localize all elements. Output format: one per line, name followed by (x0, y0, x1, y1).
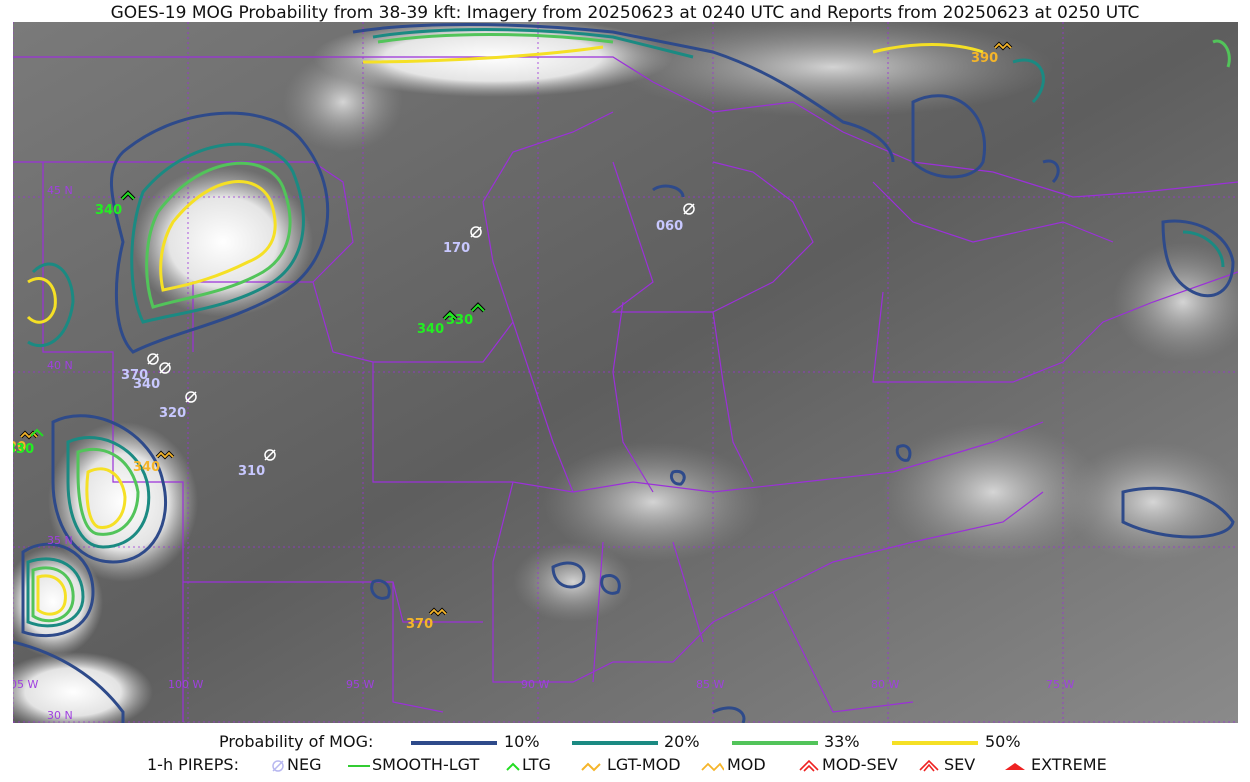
legend-pirep-title: 1-h PIREPS: (147, 755, 239, 774)
pirep-alt-label: 340 (133, 460, 160, 475)
lon-label-95w: 95 W (346, 678, 374, 691)
legend-label-smooth-lgt: SMOOTH-LGT (372, 755, 480, 774)
pirep-alt-label: 330 (13, 442, 34, 457)
legend-label-ltg: LTG (522, 755, 551, 774)
lon-label-75w: 75 W (1046, 678, 1074, 691)
contour-20pct (26, 28, 1225, 628)
satellite-map: 105 W 100 W 95 W 90 W 85 W 80 W 75 W 45 … (13, 22, 1238, 723)
mod-sev-icon (799, 759, 819, 772)
legend-line-10pct (411, 741, 497, 745)
grid-labels: 105 W 100 W 95 W 90 W 85 W 80 W 75 W 45 … (13, 184, 1074, 722)
pirep-ltg-marker: 340 (417, 310, 458, 337)
pirep-neg-marker: 370 (121, 353, 159, 383)
lon-label-100w: 100 W (168, 678, 203, 691)
legend-label-20pct: 20% (664, 732, 700, 751)
contour-50pct (26, 43, 984, 616)
pirep-mod-marker: 390 (971, 41, 1013, 66)
lon-label-80w: 80 W (871, 678, 899, 691)
pirep-alt-label: 390 (971, 51, 998, 66)
pirep-legend: 1-h PIREPS: NEG SMOOTH-LGT LTG LGT-MOD M… (0, 755, 1250, 777)
legend-label-extreme: EXTREME (1031, 755, 1107, 774)
pirep-alt-label: 340 (133, 377, 160, 392)
lgt-mod-icon (581, 762, 601, 772)
legend-prob-title: Probability of MOG: (219, 732, 374, 751)
lat-lon-grid (13, 22, 1238, 723)
lon-label-105w: 105 W (13, 678, 38, 691)
mod-icon (701, 762, 724, 772)
pirep-neg-marker: 340 (133, 362, 171, 392)
pirep-alt-label: 370 (121, 368, 148, 383)
legend-label-neg: NEG (287, 755, 322, 774)
pirep-alt-label: 320 (159, 406, 186, 421)
pirep-alt-label: 170 (443, 241, 470, 256)
legend-line-33pct (732, 741, 818, 745)
pirep-alt-label: 060 (656, 219, 683, 234)
pirep-neg-marker: 320 (159, 391, 197, 421)
pirep-neg-marker: 170 (443, 226, 482, 256)
pirep-mod-marker: 320 (13, 430, 39, 455)
lat-label-40n: 40 N (47, 359, 73, 372)
pirep-alt-label: 340 (95, 203, 122, 218)
lat-label-30n: 30 N (47, 709, 73, 722)
extreme-icon (1005, 763, 1025, 770)
pirep-neg-marker: 060 (656, 203, 695, 234)
neg-icon (272, 760, 284, 772)
pirep-alt-label: 320 (13, 440, 26, 455)
lon-label-90w: 90 W (521, 678, 549, 691)
legend-label-mod-sev: MOD-SEV (822, 755, 898, 774)
pirep-mod-marker: 370 (406, 607, 448, 632)
legend-line-50pct (892, 741, 978, 745)
legend-line-20pct (572, 741, 658, 745)
pirep-alt-label: 330 (446, 313, 473, 328)
pirep-ltg-marker: 340 (95, 190, 136, 218)
figure-title: GOES-19 MOG Probability from 38-39 kft: … (110, 3, 1140, 23)
legend-label-lgt-mod: LGT-MOD (607, 755, 681, 774)
pirep-neg-marker: 310 (238, 449, 276, 479)
lat-label-45n: 45 N (47, 184, 73, 197)
sev-icon (919, 759, 939, 772)
ltg-icon (506, 762, 520, 771)
ir-imagery-background (13, 22, 1238, 723)
legend-label-50pct: 50% (985, 732, 1021, 751)
pirep-alt-label: 370 (406, 617, 433, 632)
lon-label-85w: 85 W (696, 678, 724, 691)
pirep-alt-label: 310 (238, 464, 265, 479)
pirep-mod-marker: 340 (133, 450, 175, 475)
legend-label-sev: SEV (944, 755, 976, 774)
legend-label-mod: MOD (727, 755, 766, 774)
pirep-ltg-marker: 330 (446, 302, 486, 328)
mog-probability-legend: Probability of MOG: 10% 20% 33% 50% (0, 732, 1250, 754)
contour-33pct (31, 33, 1231, 623)
legend-label-33pct: 33% (824, 732, 860, 751)
pirep-markers: 170 060 370 340 320 310 340 (13, 41, 1013, 632)
legend-label-10pct: 10% (504, 732, 540, 751)
mog-contours (13, 23, 1235, 723)
lat-label-35n: 35 N (47, 534, 73, 547)
smooth-lgt-icon (348, 765, 370, 767)
cloud-layer (13, 22, 1238, 723)
pirep-alt-label: 340 (417, 322, 444, 337)
contour-10pct (13, 23, 1235, 723)
pirep-ltg-marker: 330 (13, 428, 44, 457)
